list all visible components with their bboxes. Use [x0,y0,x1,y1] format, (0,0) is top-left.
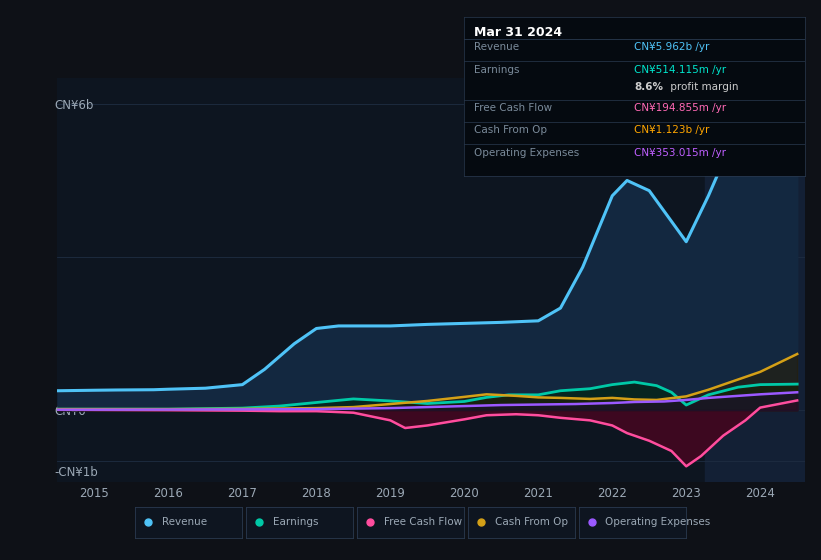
Bar [704,78,805,482]
Text: Free Cash Flow: Free Cash Flow [384,517,462,527]
Text: Revenue: Revenue [163,517,207,527]
Text: CN¥353.015m /yr: CN¥353.015m /yr [635,148,727,158]
Text: Mar 31 2024: Mar 31 2024 [474,26,562,39]
Text: 8.6%: 8.6% [635,82,663,92]
Text: Earnings: Earnings [474,65,520,74]
Text: CN¥5.962b /yr: CN¥5.962b /yr [635,43,709,52]
Text: Cash From Op: Cash From Op [495,517,567,527]
Text: Cash From Op: Cash From Op [474,125,547,136]
Text: Free Cash Flow: Free Cash Flow [474,103,553,113]
Text: Operating Expenses: Operating Expenses [606,517,711,527]
Text: CN¥194.855m /yr: CN¥194.855m /yr [635,103,727,113]
Text: CN¥1.123b /yr: CN¥1.123b /yr [635,125,709,136]
Text: profit margin: profit margin [667,82,738,92]
Text: Earnings: Earnings [273,517,319,527]
Text: Operating Expenses: Operating Expenses [474,148,580,158]
Text: CN¥514.115m /yr: CN¥514.115m /yr [635,65,727,74]
Text: Revenue: Revenue [474,43,519,52]
